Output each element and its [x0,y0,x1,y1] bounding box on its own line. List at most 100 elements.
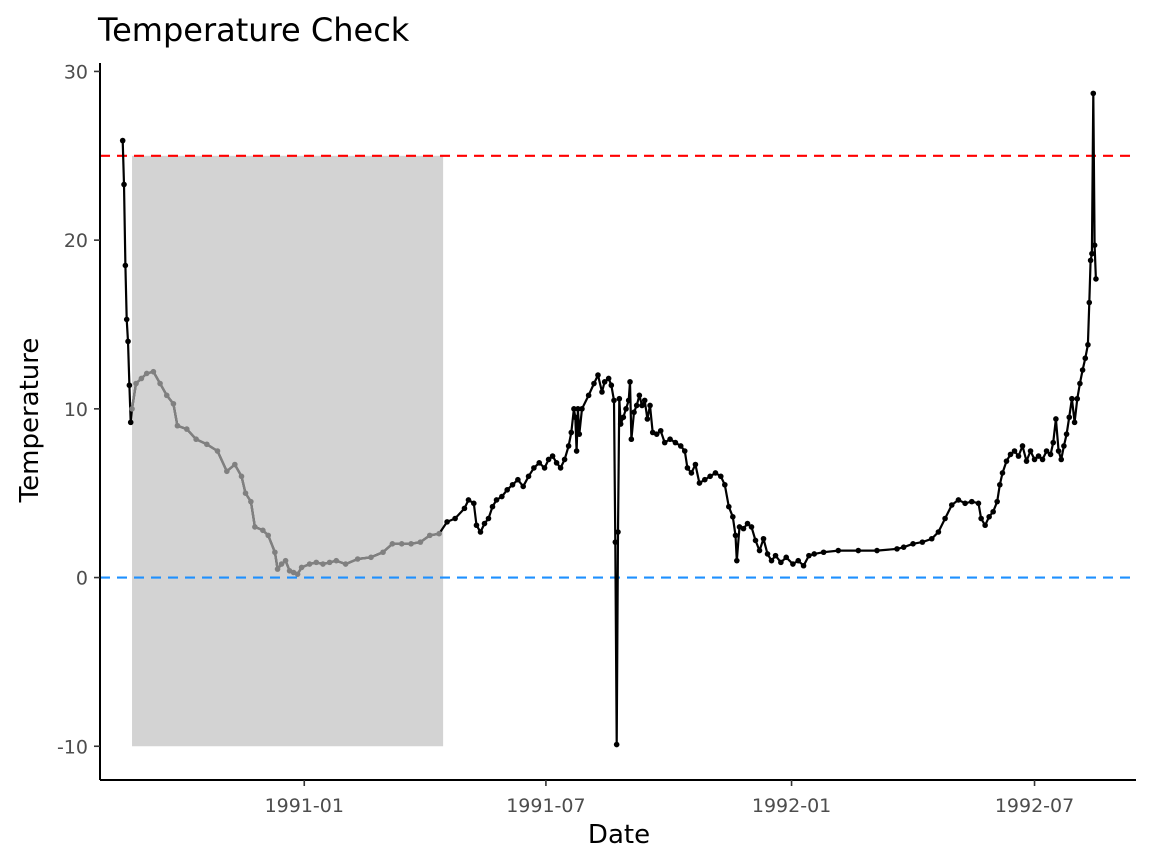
data-point [326,559,333,566]
data-point [722,481,728,488]
data-point [955,497,962,503]
x-axis-title: Date [588,820,650,850]
data-point [894,546,900,552]
data-point [150,368,157,375]
data-point [232,461,238,468]
data-point [1053,416,1059,422]
data-point [681,448,688,454]
data-point [436,530,442,537]
data-point [657,427,664,434]
data-point [617,421,624,427]
data-point [242,490,249,497]
data-point [1055,448,1062,454]
data-point [641,397,648,404]
data-point [509,481,516,488]
data-point [1031,456,1038,463]
data-point [772,552,779,559]
data-point [477,529,484,535]
data-point [1023,458,1030,464]
data-point [726,503,732,510]
data-point [653,431,660,437]
data-point [919,539,926,545]
data-point [127,419,134,426]
data-point [1087,257,1094,264]
data-point [294,571,301,577]
data-point [608,382,615,389]
data-point [707,473,713,480]
data-point [928,535,935,542]
y-axis-title: Temperature [15,338,45,504]
data-point [795,557,802,564]
data-point [900,544,907,550]
data-point [298,564,305,571]
data-point [122,262,129,269]
data-point [465,497,472,503]
data-point [163,392,170,399]
x-tick-label: 1992-07 [995,795,1074,817]
data-point [874,547,880,554]
data-point [1027,448,1034,454]
data-point [1039,456,1046,463]
data-point [143,370,150,377]
data-point [982,522,988,529]
data-point [1019,443,1026,449]
y-tick-label: 0 [76,568,88,590]
data-point [997,481,1003,488]
data-point [1015,453,1022,459]
data-point [565,443,572,449]
data-point [489,503,496,510]
data-point [541,465,548,471]
data-point [576,431,583,437]
data-point [354,556,361,562]
data-point [138,375,145,382]
data-point [452,515,458,522]
data-point [265,532,272,539]
data-point [612,539,619,545]
data-point [170,400,177,407]
data-point [417,539,424,545]
data-point [667,436,673,443]
data-point [248,498,254,505]
data-point [684,465,691,471]
data-point [1007,451,1014,458]
data-point [126,382,133,389]
data-point [342,561,349,567]
data-point [631,409,637,416]
data-point [835,547,842,554]
data-point [1093,276,1099,282]
data-point [730,514,736,520]
data-point [1003,458,1010,464]
data-point [520,483,527,490]
data-point [717,473,724,480]
data-point [811,551,818,557]
data-point [481,520,488,527]
chart-title: Temperature Check [97,11,410,49]
data-point [1011,448,1018,454]
data-point [628,436,635,443]
data-point [688,470,695,476]
data-point [183,426,190,432]
data-point [1071,419,1078,426]
data-point [591,380,597,387]
y-tick-label: -10 [57,736,88,758]
data-point [975,500,982,507]
data-point [1091,242,1098,249]
data-point [790,561,796,567]
data-point [320,561,326,567]
data-point [553,460,560,466]
y-tick-label: 20 [64,230,88,252]
data-point [760,535,767,542]
data-point [692,461,699,468]
shaded-region [132,155,444,747]
data-point [701,476,708,483]
data-point [485,515,492,522]
data-point [129,406,135,412]
data-point [306,561,313,567]
data-point [193,436,199,443]
x-tick-label: 1992-01 [752,795,831,817]
data-point [1058,456,1065,463]
data-point [573,448,580,454]
data-point [224,468,230,475]
data-point [473,522,480,529]
